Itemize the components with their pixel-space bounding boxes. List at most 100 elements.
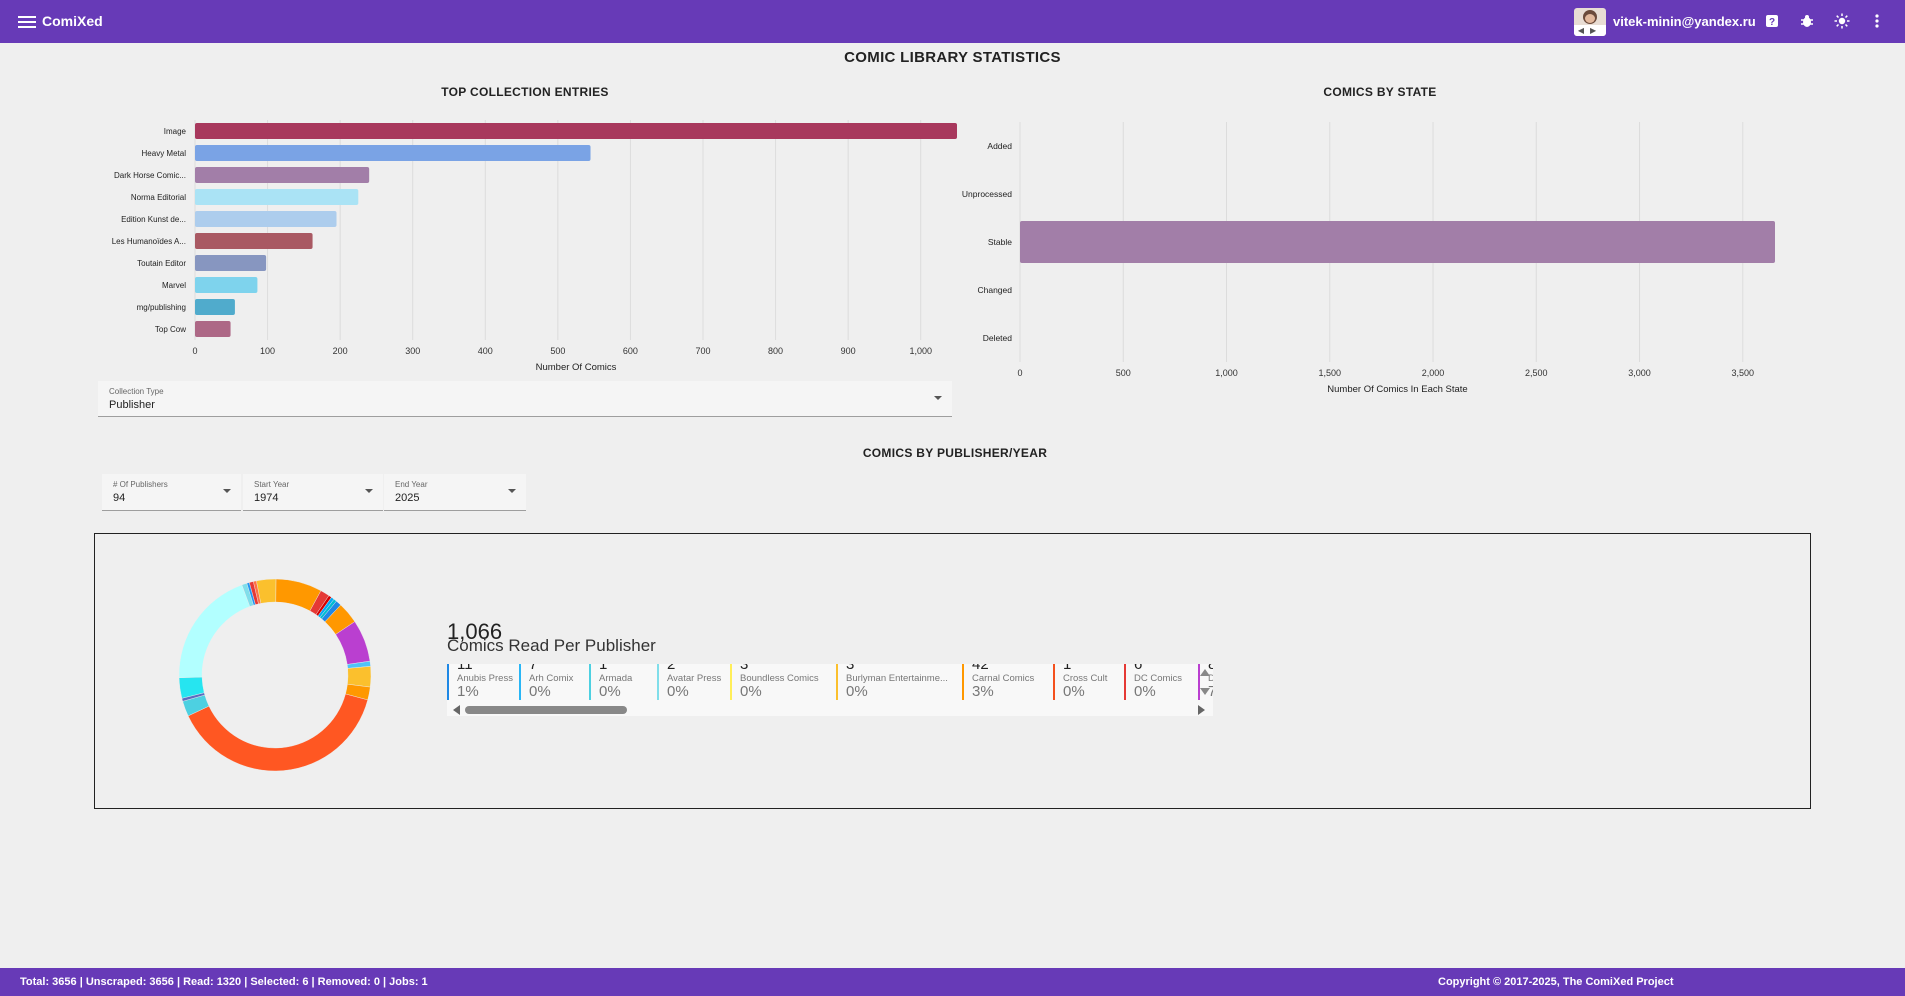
x-tick-label: 3,500 <box>1732 368 1755 378</box>
y-tick-label: Changed <box>977 285 1012 295</box>
scroll-right-icon[interactable] <box>1198 705 1205 715</box>
legend-name: DC Comics <box>1134 673 1183 684</box>
publisher-count-value: 94 <box>113 492 126 504</box>
status-footer: Total: 3656 | Unscraped: 3656 | Read: 13… <box>0 968 1905 996</box>
legend-item[interactable]: 2 Avatar Press 0% <box>657 664 724 700</box>
more-vert-icon[interactable] <box>1868 12 1886 30</box>
menu-icon[interactable] <box>18 13 36 30</box>
top-collection-title: TOP COLLECTION ENTRIES <box>441 85 609 99</box>
legend-name: Armada <box>599 673 633 684</box>
legend-name: Burlyman Entertainme... <box>846 673 948 684</box>
x-tick-label: 400 <box>478 346 493 356</box>
user-email[interactable]: vitek-minin@yandex.ru <box>1613 14 1756 29</box>
legend-horizontal-scrollbar[interactable] <box>447 702 1213 716</box>
y-tick-label: Top Cow <box>155 325 186 334</box>
legend-count: 6 <box>1134 664 1143 673</box>
legend-count: 1 <box>1063 664 1072 673</box>
end-year-label: End Year <box>395 480 428 489</box>
bar <box>195 233 313 249</box>
legend-item[interactable]: 1 Armada 0% <box>589 664 651 700</box>
y-tick-label: Stable <box>988 237 1012 247</box>
bug-icon[interactable] <box>1798 12 1816 30</box>
pie-slice <box>187 693 368 772</box>
y-tick-label: Toutain Editor <box>137 259 186 268</box>
pie-slice <box>347 666 372 688</box>
y-tick-label: Dark Horse Comic... <box>114 171 186 180</box>
chevron-down-icon <box>365 489 373 493</box>
comics-read-total: 1,066 <box>447 619 503 644</box>
collection-type-value: Publisher <box>109 399 155 411</box>
collection-type-select[interactable]: Collection Type Publisher <box>98 381 952 417</box>
bar <box>195 123 957 139</box>
y-tick-label: Image <box>164 127 187 136</box>
comics-by-state-title: COMICS BY STATE <box>1323 85 1437 99</box>
legend-item[interactable]: 42 Carnal Comics 3% <box>962 664 1047 700</box>
legend-name: Carnal Comics <box>972 673 1035 684</box>
top-toolbar: ComiXed ◀▶ vitek-minin@yandex.ru ? <box>0 0 1905 43</box>
publisher-donut-chart <box>178 578 372 772</box>
legend-count: 2 <box>667 664 676 673</box>
y-tick-label: Edition Kunst de... <box>121 215 186 224</box>
legend-count: 3 <box>740 664 749 673</box>
legend-item[interactable]: 3 Boundless Comics 0% <box>730 664 830 700</box>
start-year-label: Start Year <box>254 480 290 489</box>
comics-by-state-chart: 0 500 1,000 1,500 2,000 2,500 3,000 3,500 Added U… <box>962 122 1775 395</box>
legend-name: Boundless Comics <box>740 673 819 684</box>
x-tick-label: 200 <box>333 346 348 356</box>
legend-percent: 0% <box>1063 683 1085 700</box>
x-tick-label: 900 <box>841 346 856 356</box>
legend-percent: 0% <box>667 683 689 700</box>
x-tick-label: 1,500 <box>1318 368 1341 378</box>
legend-item[interactable]: 82Dark Horse Comics7% <box>1198 664 1213 700</box>
scroll-left-icon[interactable] <box>453 705 460 715</box>
legend-items: 11 Anubis Press 1% 7 Arh Comix 0% 1 Armada 0% 2 Av… <box>447 664 1213 700</box>
publisher-year-title: COMICS BY PUBLISHER/YEAR <box>862 446 1048 460</box>
end-year-select[interactable]: End Year 2025 <box>384 474 526 511</box>
publisher-count-select[interactable]: # Of Publishers 94 <box>102 474 241 511</box>
theme-toggle-icon[interactable] <box>1833 12 1851 30</box>
page-title: COMIC LIBRARY STATISTICS <box>844 49 1061 66</box>
x-tick-label: 600 <box>623 346 638 356</box>
scroll-thumb[interactable] <box>465 706 627 714</box>
legend-item[interactable]: 1 Cross Cult 0% <box>1053 664 1118 700</box>
app-title[interactable]: ComiXed <box>42 13 103 29</box>
x-tick-label: 2,500 <box>1525 368 1548 378</box>
y-tick-label: Added <box>987 141 1012 151</box>
legend-percent: 3% <box>972 683 994 700</box>
legend-percent: 0% <box>846 683 868 700</box>
x-tick-label: 2,000 <box>1422 368 1445 378</box>
bar <box>195 167 370 183</box>
scroll-up-icon[interactable] <box>1200 669 1210 676</box>
bar <box>195 321 231 337</box>
legend-count: 3 <box>846 664 855 673</box>
legend-percent: 1% <box>457 683 479 700</box>
x-tick-label: 3,000 <box>1628 368 1651 378</box>
pie-slice <box>345 683 371 701</box>
scroll-down-icon[interactable] <box>1200 688 1210 695</box>
top-collection-chart: 0 100 200 300 400 500 600 700 800 900 1,000 Image He… <box>112 120 957 373</box>
y-tick-label: mg/publishing <box>137 303 186 312</box>
start-year-value: 1974 <box>254 492 279 504</box>
collection-type-label: Collection Type <box>109 387 164 396</box>
bar <box>195 145 591 161</box>
y-tick-label: Les Humanoïdes A... <box>112 237 186 246</box>
avatar[interactable]: ◀▶ <box>1574 8 1606 36</box>
x-tick-label: 700 <box>695 346 710 356</box>
legend-percent: 0% <box>740 683 762 700</box>
start-year-select[interactable]: Start Year 1974 <box>243 474 383 511</box>
x-tick-label: 500 <box>1116 368 1131 378</box>
x-tick-label: 0 <box>1017 368 1022 378</box>
footer-copyright: Copyright © 2017-2025, The ComiXed Proje… <box>1438 976 1674 988</box>
legend-count: 11 <box>457 664 473 673</box>
help-icon[interactable]: ? <box>1763 12 1781 30</box>
legend-item[interactable]: 11 Anubis Press 1% <box>447 664 513 700</box>
bar <box>195 277 258 293</box>
bar <box>195 189 359 205</box>
legend-item[interactable]: 3 Burlyman Entertainme... 0% <box>836 664 956 700</box>
bar <box>1020 221 1775 263</box>
legend-name: Avatar Press <box>667 673 722 684</box>
legend-item[interactable]: 6 DC Comics 0% <box>1124 664 1192 700</box>
legend-item[interactable]: 7 Arh Comix 0% <box>519 664 583 700</box>
legend-percent: 7% <box>1208 683 1213 700</box>
footer-status: Total: 3656 | Unscraped: 3656 | Read: 13… <box>20 976 428 988</box>
